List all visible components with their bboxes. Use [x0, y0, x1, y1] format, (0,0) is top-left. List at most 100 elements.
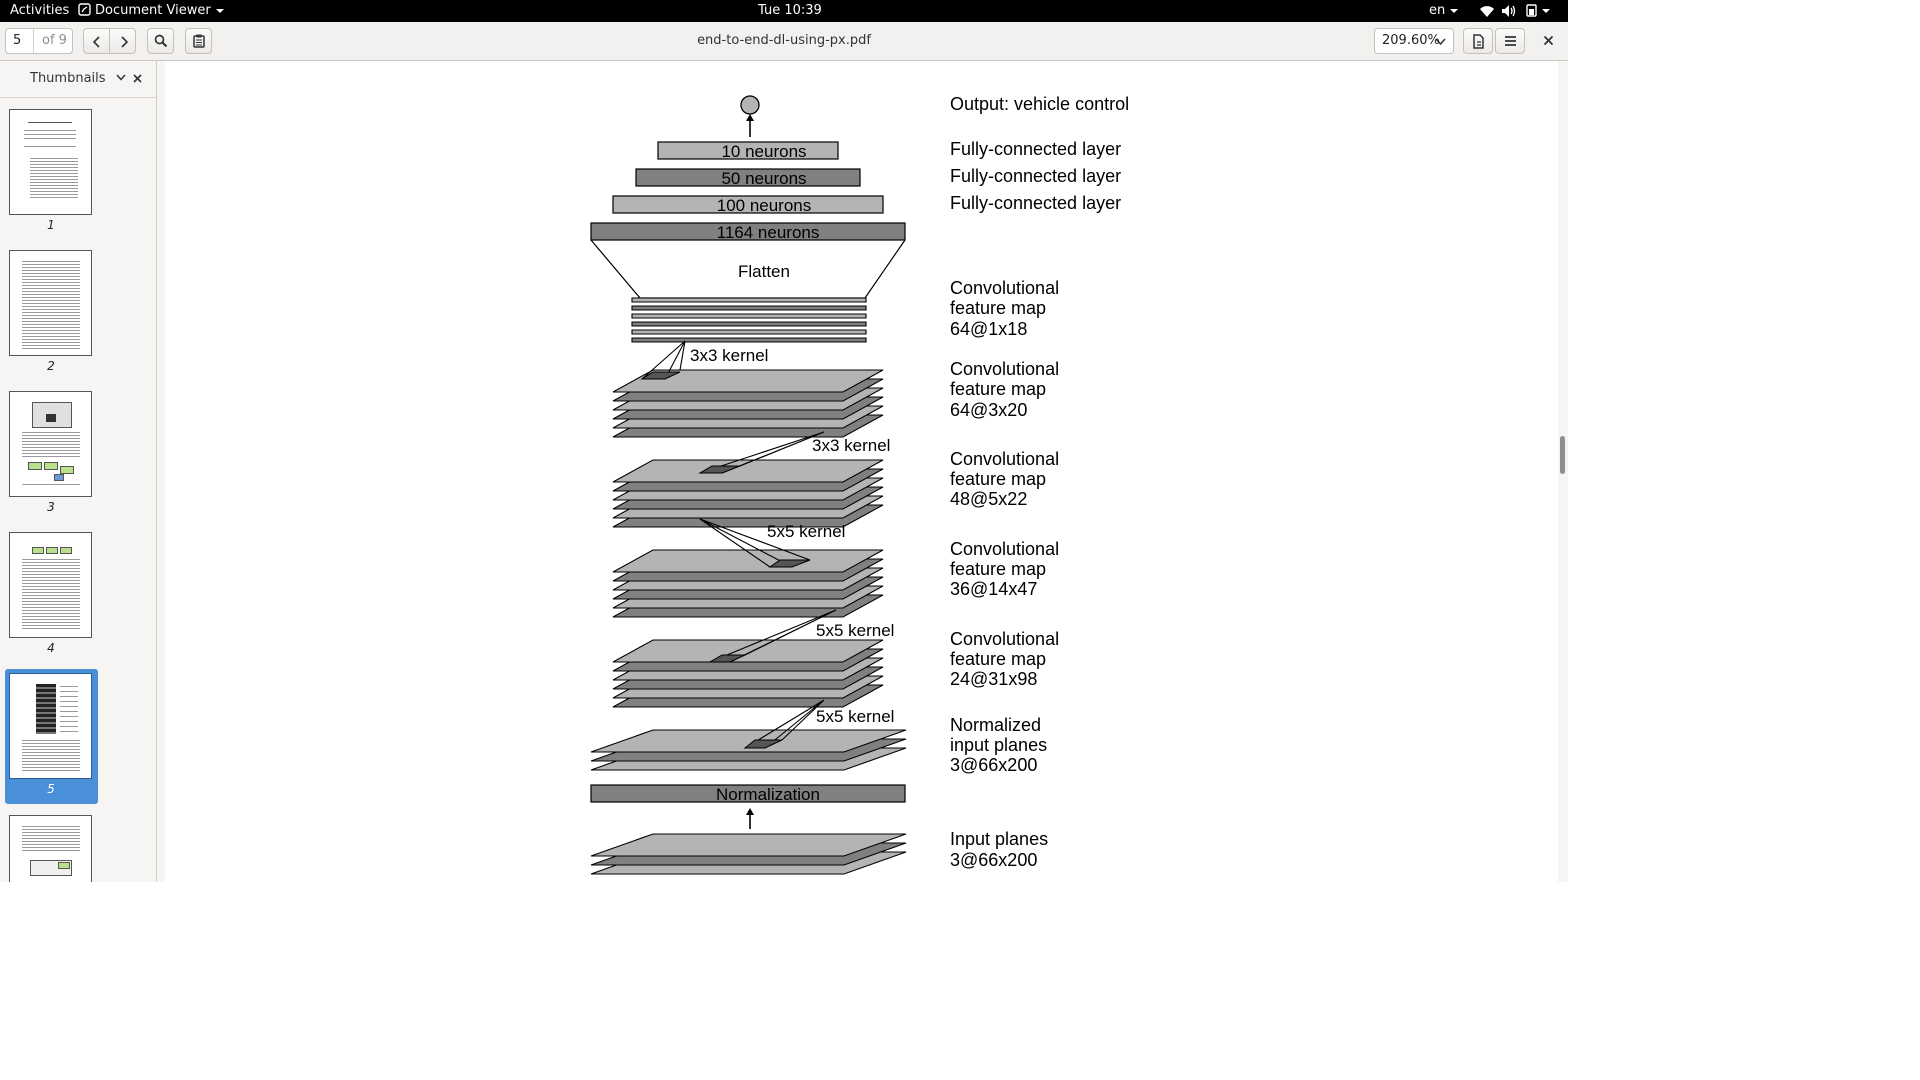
feature-map-slab: [631, 337, 867, 343]
activities-button[interactable]: Activities: [10, 3, 70, 18]
desktop: Activities Document Viewer Tue 10:39 en …: [0, 0, 1568, 882]
zoom-level: 209.60%: [1382, 33, 1440, 48]
normalization-layer: [590, 784, 906, 803]
top-bar: Activities Document Viewer Tue 10:39 en: [0, 0, 1568, 22]
thumbnail-page-6[interactable]: [9, 815, 92, 882]
feature-map-slab: [631, 297, 867, 303]
kernel-label-2: 3x3 kernel: [812, 436, 890, 455]
fc-layer-100-label: 100 neurons: [717, 196, 812, 215]
app-menu[interactable]: Document Viewer: [78, 3, 224, 18]
close-window-icon[interactable]: [1543, 35, 1554, 46]
feature-label-2: feature map: [950, 379, 1046, 399]
document-icon: [1473, 34, 1484, 49]
thumbnail-page-2[interactable]: [9, 250, 92, 356]
annotations-button[interactable]: [185, 28, 212, 54]
previous-page-button[interactable]: [83, 28, 110, 54]
kernel-projections: [641, 340, 837, 749]
fc-layer-100: [612, 195, 884, 214]
feature-map-slab: [631, 305, 867, 311]
blank-area: [1568, 0, 1920, 1080]
input-planes-label: input planes: [950, 735, 1047, 755]
fc-layer-50-label: 50 neurons: [721, 169, 806, 188]
main-menu-button[interactable]: [1495, 28, 1525, 54]
arrow-head: [746, 808, 754, 815]
feature-label-5: feature map: [950, 649, 1046, 669]
feature-map-slab: [631, 329, 867, 335]
thumbnail-label: 2: [47, 359, 55, 373]
volume-icon[interactable]: [1501, 4, 1517, 18]
close-sidebar-icon[interactable]: [133, 74, 142, 83]
feature-label-1: feature map: [950, 298, 1046, 318]
map-dims-1: 64@1x18: [950, 319, 1027, 339]
next-page-button[interactable]: [109, 28, 136, 54]
output-node: [740, 95, 760, 115]
normalization-label: Normalization: [716, 785, 820, 804]
feature-label-4: feature map: [950, 559, 1046, 579]
sidebar-mode-selector[interactable]: Thumbnails: [30, 71, 126, 86]
document-title: end-to-end-dl-using-px.pdf: [697, 33, 871, 48]
thumbnail-label: 3: [47, 500, 55, 514]
kernel-label-5: 5x5 kernel: [816, 707, 894, 726]
feature-map-slab: [612, 549, 884, 573]
header-bar: 5 of 9 end-to-end-dl-using-px.pdf 209.60…: [0, 22, 1568, 61]
fc-label-3: Fully-connected layer: [950, 193, 1121, 213]
feature-map-slab: [590, 729, 907, 753]
thumbnail-page-1[interactable]: [9, 109, 92, 215]
input-dims: 3@66x200: [950, 850, 1037, 870]
app-menu-label: Document Viewer: [95, 3, 211, 18]
clock[interactable]: Tue 10:39: [758, 3, 822, 18]
vertical-scrollbar[interactable]: [1558, 61, 1568, 882]
arrow-head: [746, 114, 754, 121]
feature-label-3: feature map: [950, 469, 1046, 489]
language-label: en: [1429, 3, 1446, 18]
chevron-left-icon: [92, 36, 100, 48]
zoom-selector[interactable]: 209.60%: [1374, 28, 1454, 54]
kernel-patches: [640, 371, 811, 749]
feature-map-slab: [612, 369, 884, 393]
page-total: of 9: [42, 33, 67, 48]
kernel-label-4: 5x5 kernel: [816, 621, 894, 640]
fc-label-1: Fully-connected layer: [950, 139, 1121, 159]
feature-map-slab: [612, 639, 884, 663]
document-page: 10 neurons 50 neurons 100 neurons 1164 n…: [165, 61, 1558, 882]
map-dims-3: 48@5x22: [950, 489, 1027, 509]
conv-label-1: Convolutional: [950, 278, 1059, 298]
language-indicator[interactable]: en: [1429, 3, 1459, 18]
search-button[interactable]: [147, 28, 174, 54]
thumbnail-page-3[interactable]: [9, 391, 92, 497]
feature-map-stacks: [590, 297, 907, 875]
fc-layer-50: [635, 168, 861, 187]
thumbnail-label: 5: [47, 782, 55, 796]
page-current[interactable]: 5: [13, 33, 22, 48]
clipboard-icon: [193, 34, 205, 48]
conv-label-3: Convolutional: [950, 449, 1059, 469]
flatten-label: Flatten: [738, 262, 790, 281]
thumbnail-page-5[interactable]: [9, 673, 92, 779]
thumbnail-page-4[interactable]: [9, 532, 92, 638]
map-dims-4: 36@14x47: [950, 579, 1037, 599]
wifi-icon[interactable]: [1479, 4, 1495, 18]
conv-label-5: Convolutional: [950, 629, 1059, 649]
view-mode-button[interactable]: [1463, 28, 1493, 54]
normalized-dims: 3@66x200: [950, 755, 1037, 775]
map-dims-5: 24@31x98: [950, 669, 1037, 689]
chevron-down-icon: [215, 8, 224, 13]
kernel-label-3: 5x5 kernel: [767, 522, 845, 541]
feature-map-slab: [612, 459, 884, 483]
page-number-entry[interactable]: 5 of 9: [5, 28, 73, 54]
system-menu-icon[interactable]: [1525, 3, 1557, 18]
cnn-architecture-diagram: 10 neurons 50 neurons 100 neurons 1164 n…: [590, 94, 1129, 875]
input-label: Input planes: [950, 829, 1048, 849]
kernel-label-1: 3x3 kernel: [690, 346, 768, 365]
feature-map-slab: [631, 321, 867, 327]
chevron-down-icon: [1435, 38, 1446, 46]
chevron-right-icon: [121, 36, 129, 48]
normalized-label: Normalized: [950, 715, 1041, 735]
fc-label-2: Fully-connected layer: [950, 166, 1121, 186]
feature-map-slab: [631, 313, 867, 319]
hamburger-menu-icon: [1505, 36, 1516, 46]
scrollbar-thumb[interactable]: [1560, 436, 1565, 474]
blank-area: [0, 882, 1568, 1080]
fc-layer-1164: [590, 222, 906, 241]
feature-map-slab: [590, 833, 907, 857]
